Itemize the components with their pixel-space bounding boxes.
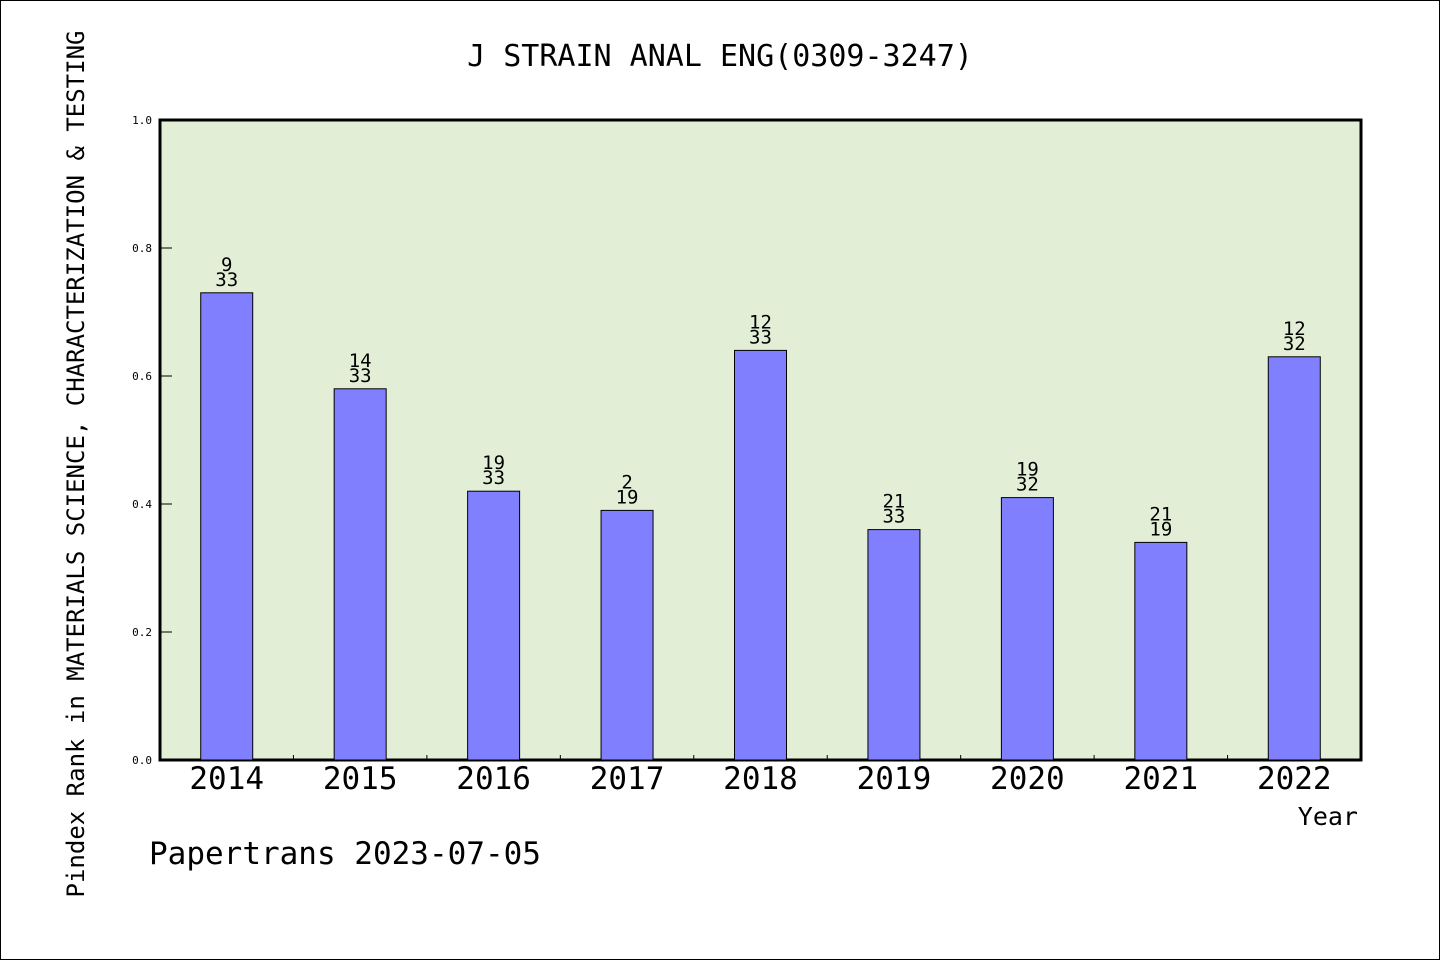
bar-rank-label: 12 — [1283, 318, 1306, 340]
bar-rank-label: 9 — [221, 254, 232, 276]
y-tick-label: 0.2 — [132, 626, 152, 639]
bar-total-label: 33 — [215, 269, 238, 291]
x-axis-label: Year — [1298, 802, 1358, 831]
x-tick-label: 2021 — [1124, 761, 1199, 797]
bar-rank-label: 12 — [749, 311, 772, 333]
bar-rank-label: 2 — [621, 471, 632, 493]
y-tick-label: 0.0 — [132, 754, 152, 767]
bar-total-label: 19 — [1149, 518, 1172, 540]
x-tick-label: 2022 — [1257, 761, 1332, 797]
y-tick-label: 0.6 — [132, 370, 152, 383]
bar-total-label: 33 — [482, 467, 505, 489]
bar-total-label: 33 — [882, 506, 905, 528]
bar-rank-label: 21 — [882, 491, 905, 513]
x-tick-label: 2018 — [723, 761, 798, 797]
bar-total-label: 32 — [1283, 333, 1306, 355]
bar — [1267, 356, 1321, 761]
bar — [200, 292, 254, 761]
y-tick-label: 0.8 — [132, 242, 152, 255]
bar — [1134, 541, 1188, 761]
bar-total-label: 19 — [616, 486, 639, 508]
bar-rank-label: 19 — [482, 452, 505, 474]
footer-credit: Papertrans 2023-07-05 — [149, 836, 541, 872]
x-axis-ticks: 2014 2015 2016 2017 2018 2019 2020 2021 2022 — [189, 755, 1332, 797]
x-tick-label: 2014 — [189, 761, 264, 797]
y-tick-label: 0.4 — [132, 498, 152, 511]
bar — [333, 388, 387, 761]
bar — [734, 349, 787, 761]
bar-rank-label: 19 — [1016, 459, 1039, 481]
y-axis-label: Pindex Rank in MATERIALS SCIENCE, CHARAC… — [62, 31, 90, 898]
x-tick-label: 2016 — [456, 761, 531, 797]
x-tick-label: 2017 — [590, 761, 665, 797]
bar-total-label: 33 — [349, 365, 372, 387]
bar-rank-label: 14 — [349, 350, 372, 372]
bar — [600, 509, 654, 761]
x-tick-label: 2015 — [323, 761, 398, 797]
y-tick-label: 1.0 — [132, 114, 152, 127]
bar — [867, 529, 921, 761]
bar — [1000, 497, 1054, 761]
x-tick-label: 2019 — [857, 761, 932, 797]
y-axis-ticks: 0.0 0.2 0.4 0.6 0.8 1.0 — [132, 114, 172, 767]
bar-rank-label: 21 — [1149, 503, 1172, 525]
bar — [467, 490, 521, 761]
bar-total-label: 32 — [1016, 474, 1039, 496]
x-tick-label: 2020 — [990, 761, 1065, 797]
chart-title: J STRAIN ANAL ENG(0309-3247) — [467, 39, 973, 74]
bar-total-label: 33 — [749, 326, 772, 348]
